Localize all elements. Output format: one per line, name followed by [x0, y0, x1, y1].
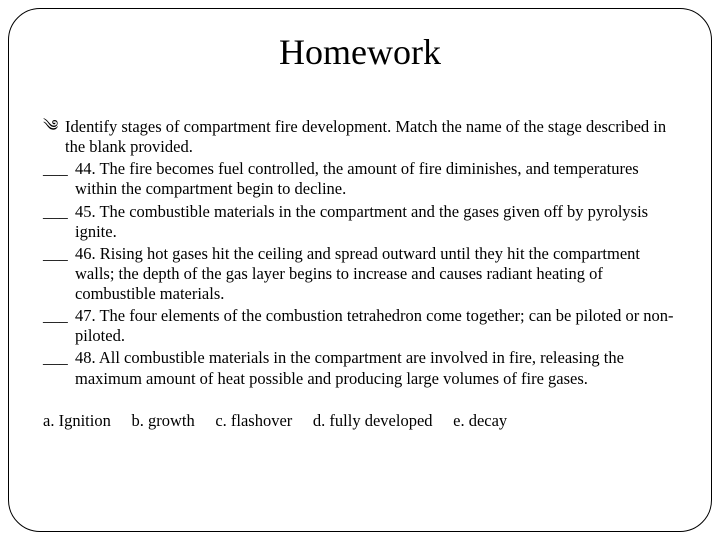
option-item: c. flashover: [199, 411, 292, 430]
question-body: All combustible materials in the compart…: [75, 348, 624, 387]
question-row: ___ 44. The fire becomes fuel controlled…: [43, 159, 677, 199]
question-body: Rising hot gases hit the ceiling and spr…: [75, 244, 640, 303]
options-row: a. Ignition b. growth c. flashover d. fu…: [43, 411, 677, 431]
answer-blank: ___: [43, 244, 73, 264]
page-title: Homework: [43, 31, 677, 73]
question-text: 46. Rising hot gases hit the ceiling and…: [75, 244, 677, 304]
answer-blank: ___: [43, 202, 73, 222]
answer-blank: ___: [43, 348, 73, 368]
option-item: b. growth: [115, 411, 195, 430]
answer-blank: ___: [43, 159, 73, 179]
question-row: ___ 45. The combustible materials in the…: [43, 202, 677, 242]
question-number: 48.: [75, 348, 96, 367]
question-number: 45.: [75, 202, 96, 221]
content-block: ༄ Identify stages of compartment fire de…: [43, 117, 677, 431]
question-body: The combustible materials in the compart…: [75, 202, 648, 241]
intro-text: Identify stages of compartment fire deve…: [65, 117, 677, 157]
slide-frame: Homework ༄ Identify stages of compartmen…: [8, 8, 712, 532]
question-row: ___ 48. All combustible materials in the…: [43, 348, 677, 388]
answer-blank: ___: [43, 306, 73, 326]
option-item: a. Ignition: [43, 411, 111, 430]
question-text: 44. The fire becomes fuel controlled, th…: [75, 159, 677, 199]
question-row: ___ 47. The four elements of the combust…: [43, 306, 677, 346]
question-body: The fire becomes fuel controlled, the am…: [75, 159, 639, 198]
question-text: 47. The four elements of the combustion …: [75, 306, 677, 346]
question-text: 48. All combustible materials in the com…: [75, 348, 677, 388]
question-number: 44.: [75, 159, 96, 178]
option-item: e. decay: [437, 411, 508, 430]
intro-row: ༄ Identify stages of compartment fire de…: [43, 117, 677, 157]
question-row: ___ 46. Rising hot gases hit the ceiling…: [43, 244, 677, 304]
question-number: 47.: [75, 306, 96, 325]
option-item: d. fully developed: [296, 411, 432, 430]
question-body: The four elements of the combustion tetr…: [75, 306, 674, 345]
question-text: 45. The combustible materials in the com…: [75, 202, 677, 242]
question-number: 46.: [75, 244, 96, 263]
bullet-icon: ༄: [43, 117, 61, 136]
